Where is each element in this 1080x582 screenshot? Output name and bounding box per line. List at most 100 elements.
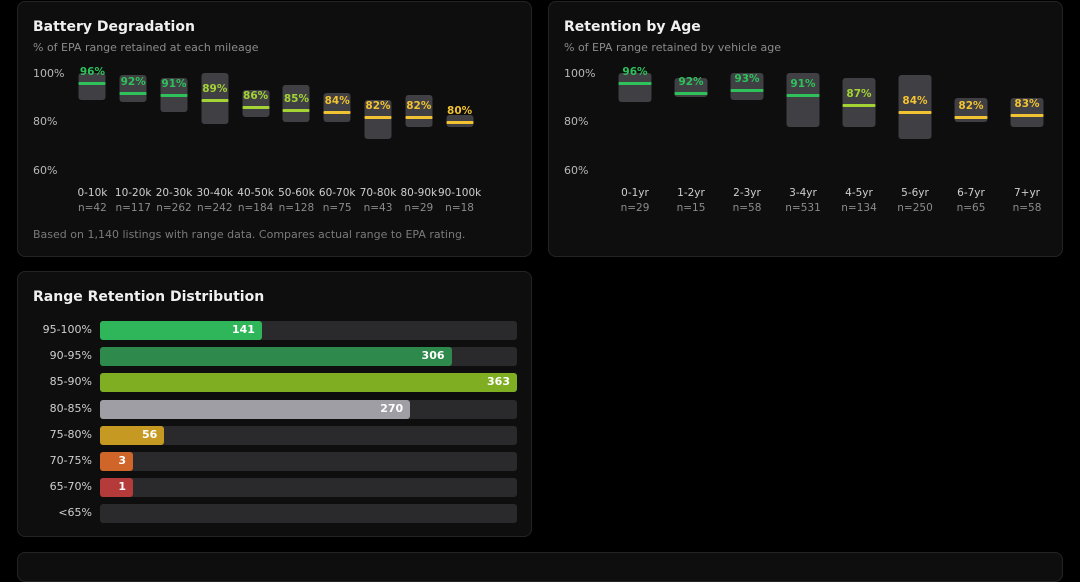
value-label: 86% xyxy=(243,90,269,103)
bar-track: 141 xyxy=(100,321,517,340)
category-label: 60-70k xyxy=(318,187,356,199)
distribution-row: 65-70% 1 xyxy=(18,478,531,498)
category-label: 40-50k xyxy=(237,187,274,199)
chart-column: 93% 2-3yr n=58 xyxy=(719,2,775,256)
age-plot: 96% 0-1yr n=29 92% 1-2yr n=15 93% 2-3yr n=58 91% 3… xyxy=(549,2,1062,232)
median-line xyxy=(323,111,351,115)
bucket-label: <65% xyxy=(58,506,92,520)
chart-column: 89% 30-40k n=242 xyxy=(194,2,235,256)
value-label: 82% xyxy=(958,100,984,113)
value-label: 85% xyxy=(283,92,309,105)
distribution-row: 70-75% 3 xyxy=(18,452,531,471)
category-label: 30-40k xyxy=(196,187,234,199)
card-title: Range Retention Distribution xyxy=(33,289,265,305)
y-tick-60: 60% xyxy=(33,164,58,177)
value-label: 89% xyxy=(202,82,228,95)
category-label: 70-80k xyxy=(359,187,397,199)
sample-count: n=65 xyxy=(956,202,986,214)
bar-fill: 1 xyxy=(100,478,133,498)
sample-count: n=128 xyxy=(278,202,315,214)
battery-degradation-card: Battery Degradation % of EPA range retai… xyxy=(17,1,532,257)
chart-column: 92% 1-2yr n=15 xyxy=(663,2,719,256)
chart-column: 91% 20-30k n=262 xyxy=(154,2,195,256)
value-label: 87% xyxy=(846,87,872,100)
bar-count: 56 xyxy=(142,427,158,441)
bar-fill: 306 xyxy=(100,347,452,367)
value-label: 91% xyxy=(790,78,816,91)
bar-fill: 3 xyxy=(100,452,133,471)
median-line xyxy=(842,103,876,107)
category-label: 7+yr xyxy=(1013,187,1040,199)
value-label: 82% xyxy=(406,100,432,113)
bucket-label: 90-95% xyxy=(49,349,92,363)
category-label: 10-20k xyxy=(114,187,152,199)
sample-count: n=262 xyxy=(156,202,192,214)
card-title: Retention by Age xyxy=(564,19,701,35)
range-box xyxy=(730,73,764,100)
median-line xyxy=(446,121,474,124)
chart-column: 82% 80-90k n=29 xyxy=(398,2,439,256)
range-box xyxy=(242,90,270,118)
bottom-card xyxy=(17,552,1063,582)
distribution-row: 75-80% 56 xyxy=(18,425,531,445)
y-tick-100: 100% xyxy=(564,67,596,80)
range-box xyxy=(1010,97,1044,127)
bucket-label: 65-70% xyxy=(49,480,92,494)
category-label: 2-3yr xyxy=(733,187,761,199)
chart-column: 91% 3-4yr n=531 xyxy=(775,2,831,256)
bar-count: 1 xyxy=(118,480,126,494)
sample-count: n=18 xyxy=(445,202,474,214)
sample-count: n=43 xyxy=(363,202,393,214)
value-label: 96% xyxy=(622,65,648,78)
median-line xyxy=(1010,113,1044,117)
bar-count: 306 xyxy=(421,349,445,363)
range-box xyxy=(842,77,876,127)
range-box xyxy=(405,95,433,127)
range-box xyxy=(119,75,147,103)
median-line xyxy=(282,108,310,112)
median-line xyxy=(730,89,764,93)
footnote: Based on 1,140 listings with range data.… xyxy=(33,228,466,241)
sample-count: n=58 xyxy=(1012,202,1042,214)
sample-count: n=250 xyxy=(897,202,933,214)
bar-fill: 141 xyxy=(100,321,262,340)
median-line xyxy=(405,116,433,120)
card-subtitle: % of EPA range retained at each mileage xyxy=(33,41,259,54)
value-label: 82% xyxy=(365,100,391,113)
chart-column: 87% 4-5yr n=134 xyxy=(831,2,887,256)
median-line xyxy=(786,94,820,98)
value-label: 92% xyxy=(678,75,704,88)
chart-column: 96% 0-1yr n=29 xyxy=(607,2,663,256)
bar-count: 270 xyxy=(380,401,404,415)
y-tick-80: 80% xyxy=(564,115,589,128)
bar-track: 3 xyxy=(100,452,517,471)
median-line xyxy=(954,116,988,120)
range-box xyxy=(282,85,310,122)
bar-count: 363 xyxy=(487,375,510,389)
bar-track: 270 xyxy=(100,399,517,419)
bar-fill: 270 xyxy=(100,399,411,419)
category-label: 90-100k xyxy=(437,187,482,199)
value-label: 80% xyxy=(447,105,473,117)
card-title: Battery Degradation xyxy=(33,19,195,35)
bar-track: 363 xyxy=(100,373,517,393)
sample-count: n=29 xyxy=(620,202,650,214)
card-subtitle: % of EPA range retained by vehicle age xyxy=(564,41,781,54)
chart-column: 84% 60-70k n=75 xyxy=(317,2,358,256)
bar-count: 141 xyxy=(232,323,255,336)
category-label: 5-6yr xyxy=(901,187,929,199)
median-line xyxy=(119,91,147,95)
range-box xyxy=(786,73,820,127)
sample-count: n=29 xyxy=(404,202,434,214)
degradation-plot: 96% 0-10k n=42 92% 10-20k n=117 91% 20-30k n=262… xyxy=(18,2,531,232)
bar-track: 306 xyxy=(100,347,517,367)
value-label: 91% xyxy=(161,78,187,91)
bucket-label: 75-80% xyxy=(49,427,92,441)
distribution-row: 85-90% 363 xyxy=(18,373,531,393)
category-label: 0-10k xyxy=(77,187,108,199)
retention-by-age-card: Retention by Age % of EPA range retained… xyxy=(548,1,1063,257)
median-line xyxy=(364,116,392,120)
sample-count: n=134 xyxy=(841,202,877,214)
distribution-row: 90-95% 306 xyxy=(18,347,531,367)
value-label: 96% xyxy=(79,65,105,78)
